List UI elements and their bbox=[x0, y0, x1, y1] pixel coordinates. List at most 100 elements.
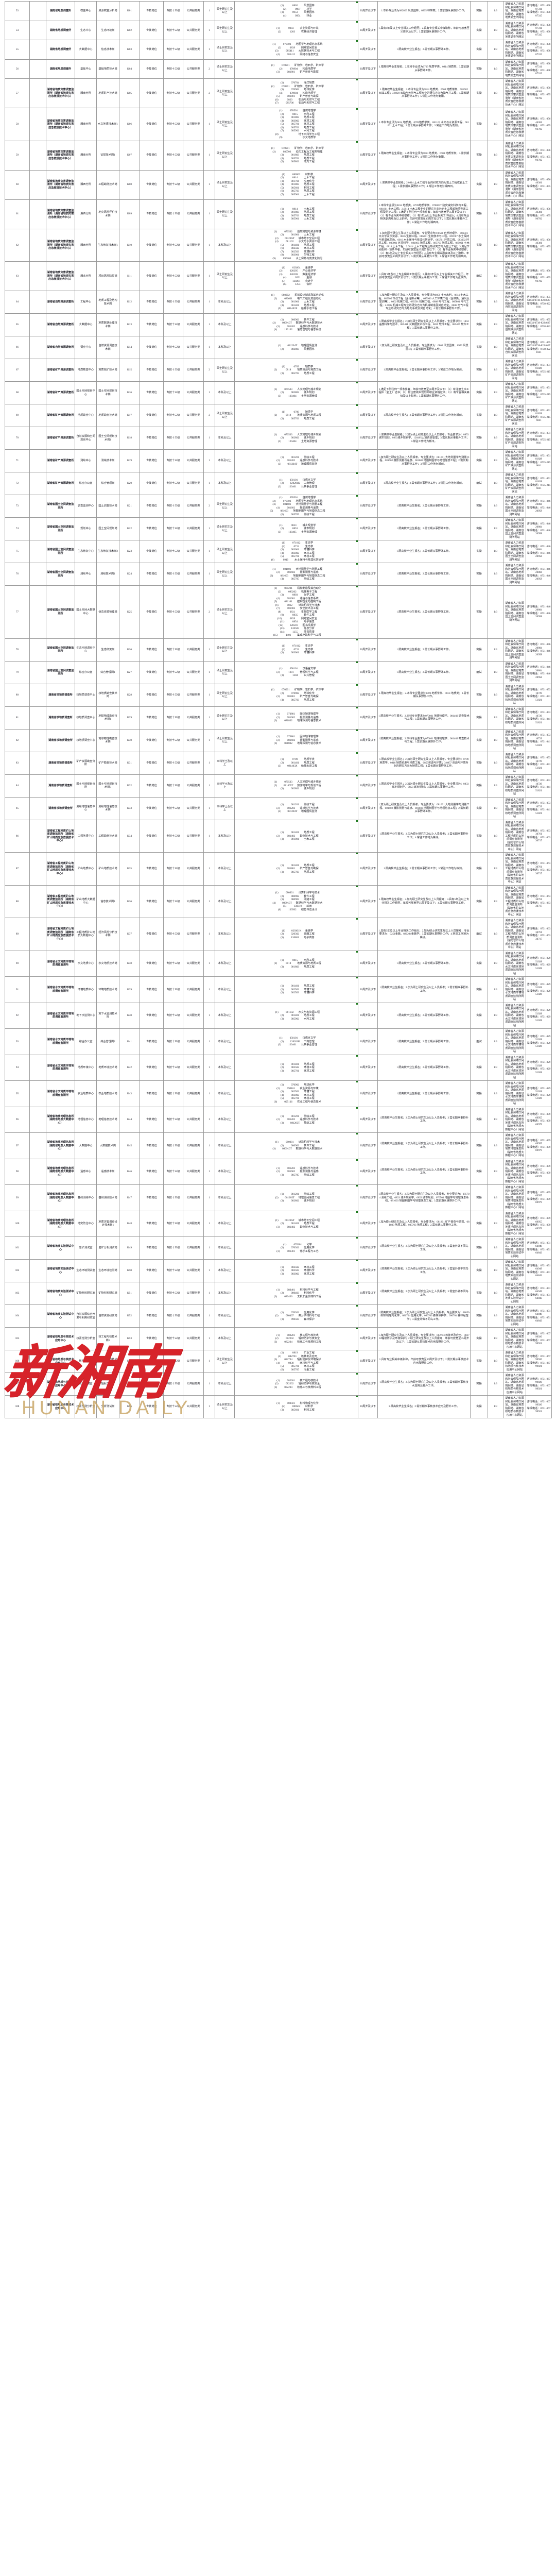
recruiting-unit: 湖南省矿产资源调查所 bbox=[46, 449, 75, 472]
other-conditions: 1.限高校毕业生报名；2.需长期从事野外工作。 bbox=[377, 585, 471, 639]
exam-open-ratio: 1:3 bbox=[488, 1210, 503, 1237]
contact-and-report-phone: 咨询电话：0731-85181828 举报电话：0735-2156041 bbox=[526, 359, 552, 382]
publication-website: 湖南省人力资源和社会保障厅网站、湖南省地质院网站、湖南省国土空间调查监测所网站 bbox=[503, 540, 526, 563]
position-type: 专技岗位 bbox=[140, 1259, 164, 1282]
position-type: 专技岗位 bbox=[140, 336, 164, 359]
major-requirement: (1) 070502 自然地理与资源环境 (2) 081001 土木工程 (3) 081005… bbox=[234, 228, 358, 262]
position-category: 公共服务类 bbox=[183, 774, 204, 798]
education-requirement: 本科及以上 bbox=[215, 313, 235, 336]
age-requirement: 30周岁及以下 bbox=[358, 950, 378, 977]
position-code: K19 bbox=[119, 449, 140, 472]
age-requirement: 30周岁及以下 bbox=[358, 563, 378, 586]
exam-open-ratio: 1:3 bbox=[488, 976, 503, 1003]
education-requirement: 本科及以上 bbox=[215, 472, 235, 495]
age-requirement: 30周岁及以下 bbox=[358, 885, 378, 918]
exam-method: 实操 bbox=[470, 1158, 488, 1185]
recruiting-unit: 湖南省水文地质环境地质调查监测所 bbox=[46, 1002, 75, 1029]
other-conditions: 1.限高校毕业生报名；2.加为硕士研究生及以上人员报考；3.需室外做不同鸟工作。 bbox=[377, 1282, 471, 1305]
position-category: 公共服务类 bbox=[183, 1327, 204, 1350]
contact-and-report-phone: 咨询电话：0731-85310729 举报电话：0731-84151821 bbox=[526, 706, 552, 730]
exam-method: 实操 bbox=[470, 585, 488, 639]
other-conditions: 1.本科专业须为0814 地质类、0709地质学类、081102 水文与水资源工… bbox=[377, 108, 471, 141]
table-row: 66 湖南省自然资源调查所 调查中心 自然资源调查技术岗 K14 专技岗位 专技十三级 公共服… bbox=[5, 336, 552, 359]
table-row: 82 湖南省核地质调查所 核地质调查中心 地球物理勘查技术岗 K30 专技岗位 专技十三级公… bbox=[5, 728, 552, 752]
age-requirement: 30周岁及以下 bbox=[358, 381, 378, 404]
education-requirement: 硕士研究生及以上 bbox=[215, 706, 235, 730]
position-type: 专技岗位 bbox=[140, 59, 164, 79]
exam-method: 实操 bbox=[470, 774, 488, 798]
major-requirement: (1) 020301K 金融学 (2) 020302 金融工程 (3) 120801 电子商务 bbox=[234, 918, 358, 951]
row-spacer bbox=[29, 1132, 46, 1159]
row-number: 88 bbox=[5, 885, 30, 918]
table-row: 73 湖南省国土空间调查监测所 调查监测中心 国土调查技术岗 K21 专技岗位 专技十三级公… bbox=[5, 495, 552, 518]
position-name: 生态修复技术岗1 bbox=[96, 228, 119, 262]
age-requirement: 30周岁及以下 bbox=[358, 660, 378, 684]
education-requirement: 本科及以上 bbox=[215, 950, 235, 977]
position-level: 专技十三级 bbox=[163, 495, 183, 518]
age-requirement: 30周岁及以下 bbox=[358, 1350, 378, 1373]
internal-department: 地下水监测中心 bbox=[75, 1002, 97, 1029]
internal-department: 工程地质矿山地质大数据中心 bbox=[75, 918, 97, 951]
internal-department: 规划中心 bbox=[75, 517, 97, 540]
exam-open-ratio: 1:3 bbox=[488, 1282, 503, 1305]
age-requirement: 30周岁及以下 bbox=[358, 852, 378, 886]
internal-department: 核地质调查中心 bbox=[75, 728, 97, 752]
position-type: 专技岗位 bbox=[140, 1350, 164, 1373]
contact-and-report-phone: 咨询电话：0731-82951028 举报电话：0731-82951028 bbox=[526, 1002, 552, 1029]
publication-website: 湖南省人力资源和社会保障厅网站、湖南省地质院网站、湖南省自然资源调查所网站 bbox=[503, 291, 526, 314]
table-row: 99 湖南省地质地理信息所（湖南省地质大数据中心） 基础测绘中心 基础测绘技术岗 K47… bbox=[5, 1184, 552, 1211]
contact-and-report-phone: 咨询电话：0731-84620804 举报电话：0731-84620958 bbox=[526, 563, 552, 586]
position-type: 专技岗位 bbox=[140, 1158, 164, 1185]
contact-and-report-phone: 咨询电话：0731-86799920 举报电话：0731-86799921 bbox=[526, 1372, 552, 1396]
table-row: 96 湖南省地质地理信息所（湖南省地质大数据中心） 地理信息中心 地理信息技术岗 K44… bbox=[5, 1106, 552, 1133]
internal-department: 国土空间大数据中心 bbox=[75, 585, 97, 639]
recruiting-unit: 湖南省地质灾害调查监测所（湖南省地质灾害应急救援技术中心） bbox=[46, 261, 75, 291]
position-code: K31 bbox=[119, 751, 140, 775]
contact-and-report-phone: 咨询电话：0731-89807311 举报电话：0731-89807315 bbox=[526, 59, 552, 79]
exam-open-ratio: 1:3 bbox=[488, 706, 503, 730]
publication-website: 湖南省人力资源和社会保障厅网站、湖南省地质院网站、湖南省国土空间调查监测所网站 bbox=[503, 495, 526, 518]
other-conditions: 1.限高校毕业生报名；2.加为硕士研究生及以上人员报考，专业要求为：085704… bbox=[377, 1184, 471, 1211]
position-name: 信息技术岗1 bbox=[96, 885, 119, 918]
position-level: 专技十三级 bbox=[163, 59, 183, 79]
table-row: 101 湖南省地质实验测试中心 岩矿测试室 岩矿分析测试岗 K49 专技岗位 专技十三级 公共… bbox=[5, 1236, 552, 1260]
position-category: 公共服务类 bbox=[183, 59, 204, 79]
position-category: 公共服务类 bbox=[183, 472, 204, 495]
exam-open-ratio: 1:3 bbox=[488, 819, 503, 853]
publication-website: 湖南省人力资源和社会保障厅网站、湖南省地质院网站、湖南省核地质调查所网站 bbox=[503, 796, 526, 820]
position-name: 项目风险防控岗 bbox=[96, 261, 119, 291]
exam-open-ratio: 1:3 bbox=[488, 313, 503, 336]
row-number: 58 bbox=[5, 108, 30, 141]
position-code: K40 bbox=[119, 1002, 140, 1029]
education-requirement: 本科及以上 bbox=[215, 1080, 235, 1107]
position-category: 公共服务类 bbox=[183, 796, 204, 820]
position-type: 专技岗位 bbox=[140, 852, 164, 886]
publication-website: 湖南省人力资源和社会保障厅网站、湖南省地质院网站、湖南省水文地质环境地质调查监测… bbox=[503, 1002, 526, 1029]
position-type: 专技岗位 bbox=[140, 472, 164, 495]
headcount: 1 bbox=[203, 1350, 215, 1373]
exam-method: 实操 bbox=[470, 540, 488, 563]
major-requirement: (1) 081601 大地测量学与测量工程 (2) 081602 摄影测量与遥感 (3) 08… bbox=[234, 563, 358, 586]
headcount: 1 bbox=[203, 291, 215, 314]
recruiting-unit: 湖南省地质调查所 bbox=[46, 40, 75, 60]
internal-department: 核素检测分析室 bbox=[75, 1395, 97, 1418]
internal-department: 矿产资源勘查分所 bbox=[75, 751, 97, 775]
other-conditions: 1.限高校毕业生报名；2.需长期从事野外工作。 bbox=[377, 517, 471, 540]
education-requirement: 硕士研究生及以上 bbox=[215, 660, 235, 684]
publication-website: 湖南省人力资源和社会保障厅网站、湖南省地质院网站、湖南省矿产资源调查所网站 bbox=[503, 427, 526, 450]
table-row: 80 湖南省核地质调查所 核地质调查中心 核地质勘查技术岗 K28 专技岗位 专技十三级 公共… bbox=[5, 683, 552, 707]
recruiting-unit: 湖南省工程地质矿山地质调查监测所（湖南省矿山地质应急救援技术中心） bbox=[46, 819, 75, 853]
position-category: 公共服务类 bbox=[183, 1282, 204, 1305]
position-type: 专技岗位 bbox=[140, 1304, 164, 1328]
headcount: 1 bbox=[203, 819, 215, 853]
table-row: 94 湖南省水文地质环境地质调查监测所 地质环境中心 地质环境技术岗 K42 专技岗位 专技… bbox=[5, 1054, 552, 1081]
row-number: 73 bbox=[5, 495, 30, 518]
table-row: 65 湖南省自然资源调查所 大数据中心 地质数据处理技术岗 K13 专技岗位 专技十三级 公共… bbox=[5, 313, 552, 336]
internal-department: 岩矿测试室 bbox=[75, 1236, 97, 1260]
age-requirement: 30周岁及以下 bbox=[358, 683, 378, 707]
internal-department: 水文地质中心 bbox=[75, 950, 97, 977]
recruiting-unit: 湖南省核地质与核技术应用中心 bbox=[46, 1350, 75, 1373]
other-conditions: 1.限高校毕业生报名；2.需长期从事野外工作；3.常驻工作地为株洲。 bbox=[377, 852, 471, 886]
age-requirement: 30周岁及以下 bbox=[358, 20, 378, 40]
position-code: K48 bbox=[119, 1210, 140, 1237]
